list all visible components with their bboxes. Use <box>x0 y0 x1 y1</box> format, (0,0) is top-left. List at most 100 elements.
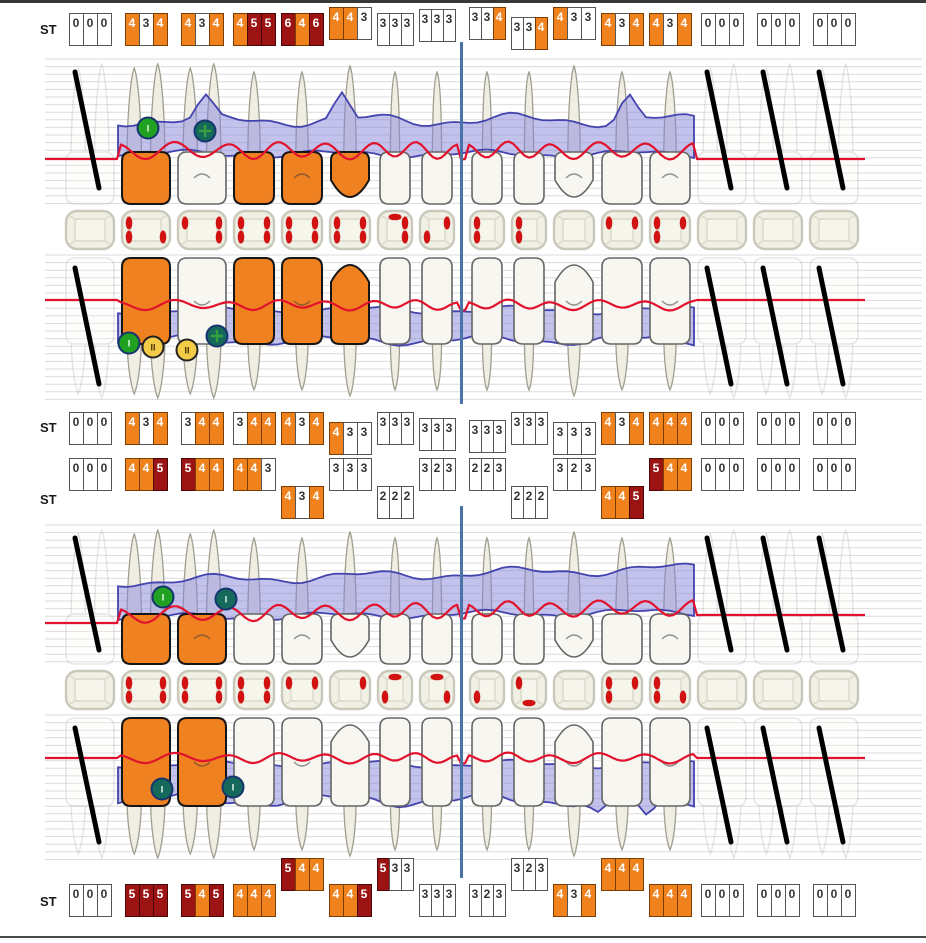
st-cell-18-1[interactable]: 0 <box>68 412 84 445</box>
st-cell-22-3[interactable]: 4 <box>534 17 548 50</box>
tooth-41-lower-lingual[interactable] <box>421 613 453 665</box>
occlusal-44[interactable] <box>280 669 324 711</box>
st-cell-33-3[interactable]: 4 <box>580 884 596 917</box>
tooth-33-lower-buccal[interactable] <box>554 724 594 807</box>
furcation-green-marker[interactable]: I <box>151 585 175 609</box>
tooth-13-upper-buccal[interactable] <box>330 151 370 198</box>
st-cell-43-2[interactable]: 4 <box>342 884 358 917</box>
st-cell-43-3[interactable]: 3 <box>356 458 372 491</box>
st-cell-11-3[interactable]: 3 <box>442 9 456 42</box>
occlusal-17[interactable] <box>120 209 172 251</box>
st-cell-23-3[interactable]: 3 <box>580 7 596 40</box>
st-cell-34-1[interactable]: 4 <box>600 486 616 519</box>
furcation-yellow-marker[interactable]: II <box>175 338 199 362</box>
st-cell-47-3[interactable]: 5 <box>152 458 168 491</box>
st-cell-13-3[interactable]: 3 <box>356 7 372 40</box>
st-cell-13-1[interactable]: 4 <box>328 422 344 455</box>
st-cell-26-1[interactable]: 0 <box>700 13 716 46</box>
st-cell-44-2[interactable]: 4 <box>294 858 310 891</box>
tooth-27-upper-buccal[interactable] <box>753 62 803 205</box>
st-cell-17-1[interactable]: 4 <box>124 412 140 445</box>
tooth-14-upper-buccal[interactable] <box>281 151 323 205</box>
st-cell-18-2[interactable]: 0 <box>82 412 98 445</box>
st-cell-37-1[interactable]: 0 <box>756 458 772 491</box>
st-cell-11-3[interactable]: 3 <box>442 418 456 451</box>
st-cell-46-2[interactable]: 4 <box>194 884 210 917</box>
st-cell-15-2[interactable]: 5 <box>246 13 262 46</box>
tooth-42-lower-buccal[interactable] <box>379 717 411 807</box>
st-cell-47-2[interactable]: 5 <box>138 884 154 917</box>
st-cell-13-1[interactable]: 4 <box>328 7 344 40</box>
st-cell-47-1[interactable]: 5 <box>124 884 140 917</box>
furcation-teal-marker[interactable]: I <box>150 777 174 801</box>
tooth-38-lower-lingual[interactable] <box>809 528 859 665</box>
st-cell-35-2[interactable]: 4 <box>662 884 678 917</box>
st-cell-44-3[interactable]: 4 <box>308 486 324 519</box>
st-cell-26-2[interactable]: 0 <box>714 13 730 46</box>
tooth-33-lower-lingual[interactable] <box>554 613 594 658</box>
st-cell-23-1[interactable]: 3 <box>552 422 568 455</box>
st-cell-38-2[interactable]: 0 <box>826 884 842 917</box>
furcation-teal-marker[interactable] <box>193 119 217 143</box>
st-cell-21-3[interactable]: 4 <box>492 7 506 40</box>
st-cell-15-3[interactable]: 5 <box>260 13 276 46</box>
st-cell-16-2[interactable]: 4 <box>194 412 210 445</box>
st-cell-37-2[interactable]: 0 <box>770 884 786 917</box>
st-cell-43-3[interactable]: 5 <box>356 884 372 917</box>
st-cell-33-1[interactable]: 3 <box>552 458 568 491</box>
st-cell-46-1[interactable]: 5 <box>180 884 196 917</box>
st-cell-23-2[interactable]: 3 <box>566 7 582 40</box>
st-cell-25-3[interactable]: 4 <box>676 412 692 445</box>
tooth-34-lower-buccal[interactable] <box>601 717 643 807</box>
tooth-28-upper-buccal[interactable] <box>809 62 859 205</box>
st-cell-35-1[interactable]: 5 <box>648 458 664 491</box>
st-cell-46-2[interactable]: 4 <box>194 458 210 491</box>
tooth-24-upper-palatal[interactable] <box>601 257 643 345</box>
st-cell-48-1[interactable]: 0 <box>68 458 84 491</box>
st-cell-23-1[interactable]: 4 <box>552 7 568 40</box>
st-cell-48-3[interactable]: 0 <box>96 458 112 491</box>
st-cell-28-2[interactable]: 0 <box>826 412 842 445</box>
occlusal-35[interactable] <box>648 669 692 711</box>
occlusal-41[interactable] <box>418 669 456 711</box>
tooth-42-lower-lingual[interactable] <box>379 613 411 665</box>
tooth-43-lower-buccal[interactable] <box>330 724 370 807</box>
st-cell-37-3[interactable]: 0 <box>784 458 800 491</box>
st-cell-17-3[interactable]: 4 <box>152 412 168 445</box>
st-cell-27-1[interactable]: 0 <box>756 412 772 445</box>
occlusal-23[interactable] <box>552 209 596 251</box>
st-cell-24-2[interactable]: 3 <box>614 13 630 46</box>
st-cell-28-1[interactable]: 0 <box>812 412 828 445</box>
st-cell-27-2[interactable]: 0 <box>770 412 786 445</box>
st-cell-17-3[interactable]: 4 <box>152 13 168 46</box>
tooth-11-upper-palatal[interactable] <box>421 257 453 345</box>
st-cell-14-2[interactable]: 4 <box>294 13 310 46</box>
tooth-14-upper-palatal[interactable] <box>281 257 323 345</box>
st-cell-17-2[interactable]: 3 <box>138 13 154 46</box>
tooth-17-upper-buccal[interactable] <box>121 151 171 205</box>
tooth-15-upper-buccal[interactable] <box>233 151 275 205</box>
st-cell-25-2[interactable]: 4 <box>662 412 678 445</box>
st-cell-13-3[interactable]: 3 <box>356 422 372 455</box>
st-cell-35-2[interactable]: 4 <box>662 458 678 491</box>
tooth-23-upper-buccal[interactable] <box>554 151 594 198</box>
occlusal-11[interactable] <box>418 209 456 251</box>
tooth-12-upper-buccal[interactable] <box>379 151 411 205</box>
st-cell-36-1[interactable]: 0 <box>700 884 716 917</box>
tooth-46-lower-lingual[interactable] <box>177 613 227 665</box>
tooth-44-lower-buccal[interactable] <box>281 717 323 807</box>
st-cell-31-3[interactable]: 3 <box>492 884 506 917</box>
occlusal-32[interactable] <box>510 669 548 711</box>
st-cell-15-1[interactable]: 3 <box>232 412 248 445</box>
st-cell-47-2[interactable]: 4 <box>138 458 154 491</box>
st-cell-26-3[interactable]: 0 <box>728 412 744 445</box>
occlusal-18[interactable] <box>64 209 116 251</box>
st-cell-25-1[interactable]: 4 <box>648 13 664 46</box>
st-cell-38-3[interactable]: 0 <box>840 458 856 491</box>
st-cell-48-3[interactable]: 0 <box>96 884 112 917</box>
occlusal-15[interactable] <box>232 209 276 251</box>
tooth-45-lower-lingual[interactable] <box>233 613 275 665</box>
occlusal-31[interactable] <box>468 669 506 711</box>
st-cell-35-1[interactable]: 4 <box>648 884 664 917</box>
st-cell-36-2[interactable]: 0 <box>714 458 730 491</box>
